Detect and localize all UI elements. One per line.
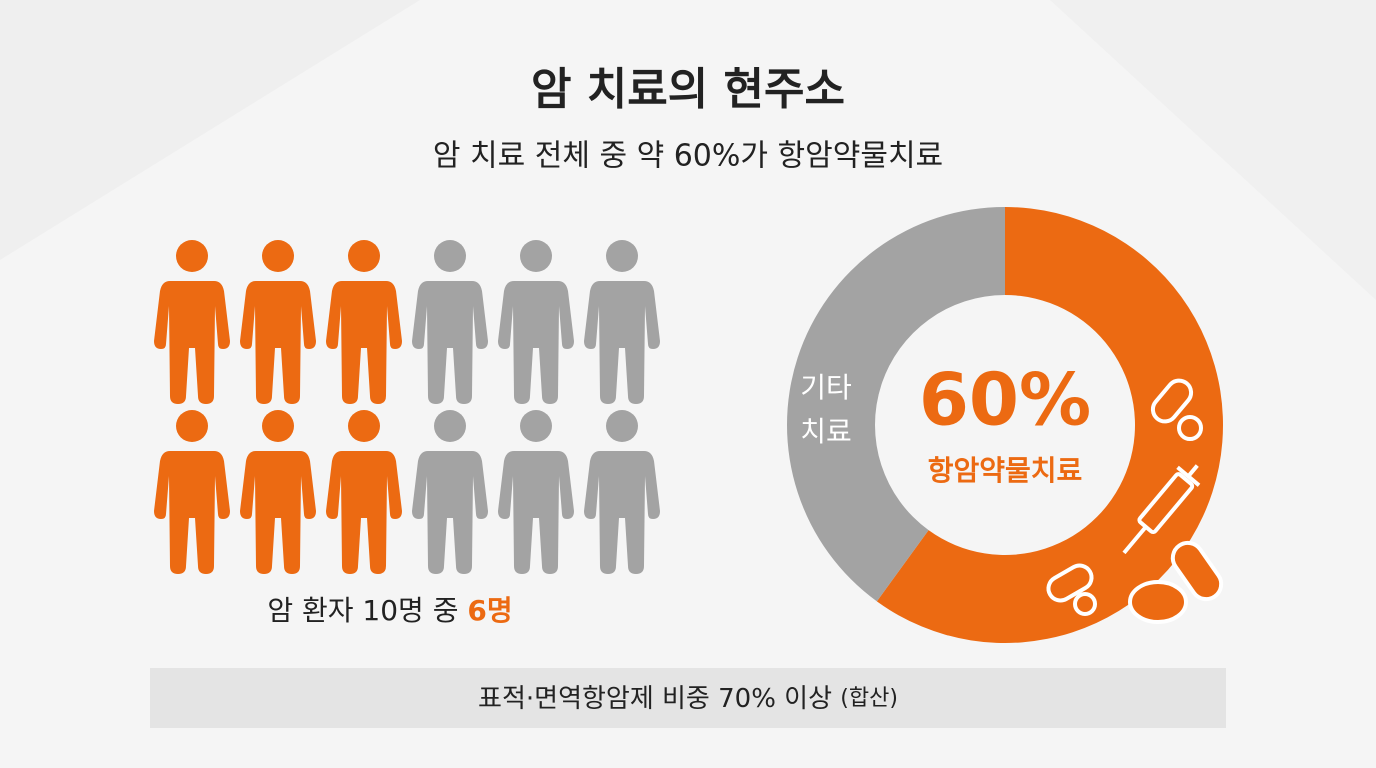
subtitle: 암 치료 전체 중 약 60%가 항암약물치료: [433, 139, 943, 174]
person-figure: [498, 240, 574, 404]
person-figure: [584, 240, 660, 404]
person-head: [348, 410, 380, 442]
donut-segment: [787, 207, 1005, 602]
note-suffix: (합산): [840, 686, 898, 711]
person-figure: [498, 410, 574, 574]
capsule-icon: [1150, 378, 1194, 424]
bg-shape: [1050, 0, 1376, 300]
capsule-icon: [1046, 563, 1094, 603]
title: 암 치료의 현주소: [531, 64, 845, 115]
tablet-icon: [1073, 592, 1097, 616]
person-figure: [240, 240, 316, 404]
person-body: [240, 451, 316, 574]
bg-shape: [0, 0, 420, 260]
person-head: [520, 240, 552, 272]
center-label: 항암약물치료: [928, 454, 1083, 487]
person-head: [262, 410, 294, 442]
person-figure: [154, 410, 230, 574]
person-head: [348, 240, 380, 272]
tablet-icon: [1177, 415, 1203, 441]
tablet-icon: [1128, 580, 1188, 624]
person-body: [326, 451, 402, 574]
footer-note: 표적·면역항암제 비중 70% 이상 (합산): [478, 684, 898, 714]
pictogram: [154, 240, 660, 574]
person-body: [584, 281, 660, 404]
caption: 암 환자 10명 중: [267, 594, 458, 627]
person-head: [176, 240, 208, 272]
syringe-icon: [1122, 464, 1201, 555]
person-figure: [584, 410, 660, 574]
person-head: [176, 410, 208, 442]
person-figure: [154, 240, 230, 404]
footer-banner: [150, 668, 1226, 728]
person-body: [240, 281, 316, 404]
caption-highlight: 6명: [467, 594, 512, 627]
donut-chart: [787, 206, 1224, 644]
person-head: [434, 410, 466, 442]
other-label: 기타 치료: [800, 371, 852, 448]
figure-group: [412, 240, 660, 574]
person-figure: [326, 240, 402, 404]
pictogram-caption: 암 환자 10명 중 6명: [267, 594, 512, 627]
person-body: [326, 281, 402, 404]
person-body: [412, 281, 488, 404]
person-body: [154, 281, 230, 404]
note: 표적·면역항암제 비중 70% 이상: [478, 684, 832, 714]
person-body: [498, 451, 574, 574]
person-head: [606, 410, 638, 442]
person-figure: [412, 410, 488, 574]
person-body: [412, 451, 488, 574]
other-label-box: 기타 치료: [800, 371, 852, 448]
donut-segment: [876, 206, 1224, 644]
person-body: [498, 281, 574, 404]
person-head: [262, 240, 294, 272]
drug-icons: [1046, 378, 1224, 624]
person-figure: [240, 410, 316, 574]
figure-group: [154, 240, 402, 574]
person-body: [154, 451, 230, 574]
person-figure: [326, 410, 402, 574]
person-head: [434, 240, 466, 272]
person-head: [520, 410, 552, 442]
person-body: [584, 451, 660, 574]
person-head: [606, 240, 638, 272]
capsule-icon: [1170, 540, 1224, 602]
person-figure: [412, 240, 488, 404]
center-value: 60%: [919, 358, 1091, 442]
